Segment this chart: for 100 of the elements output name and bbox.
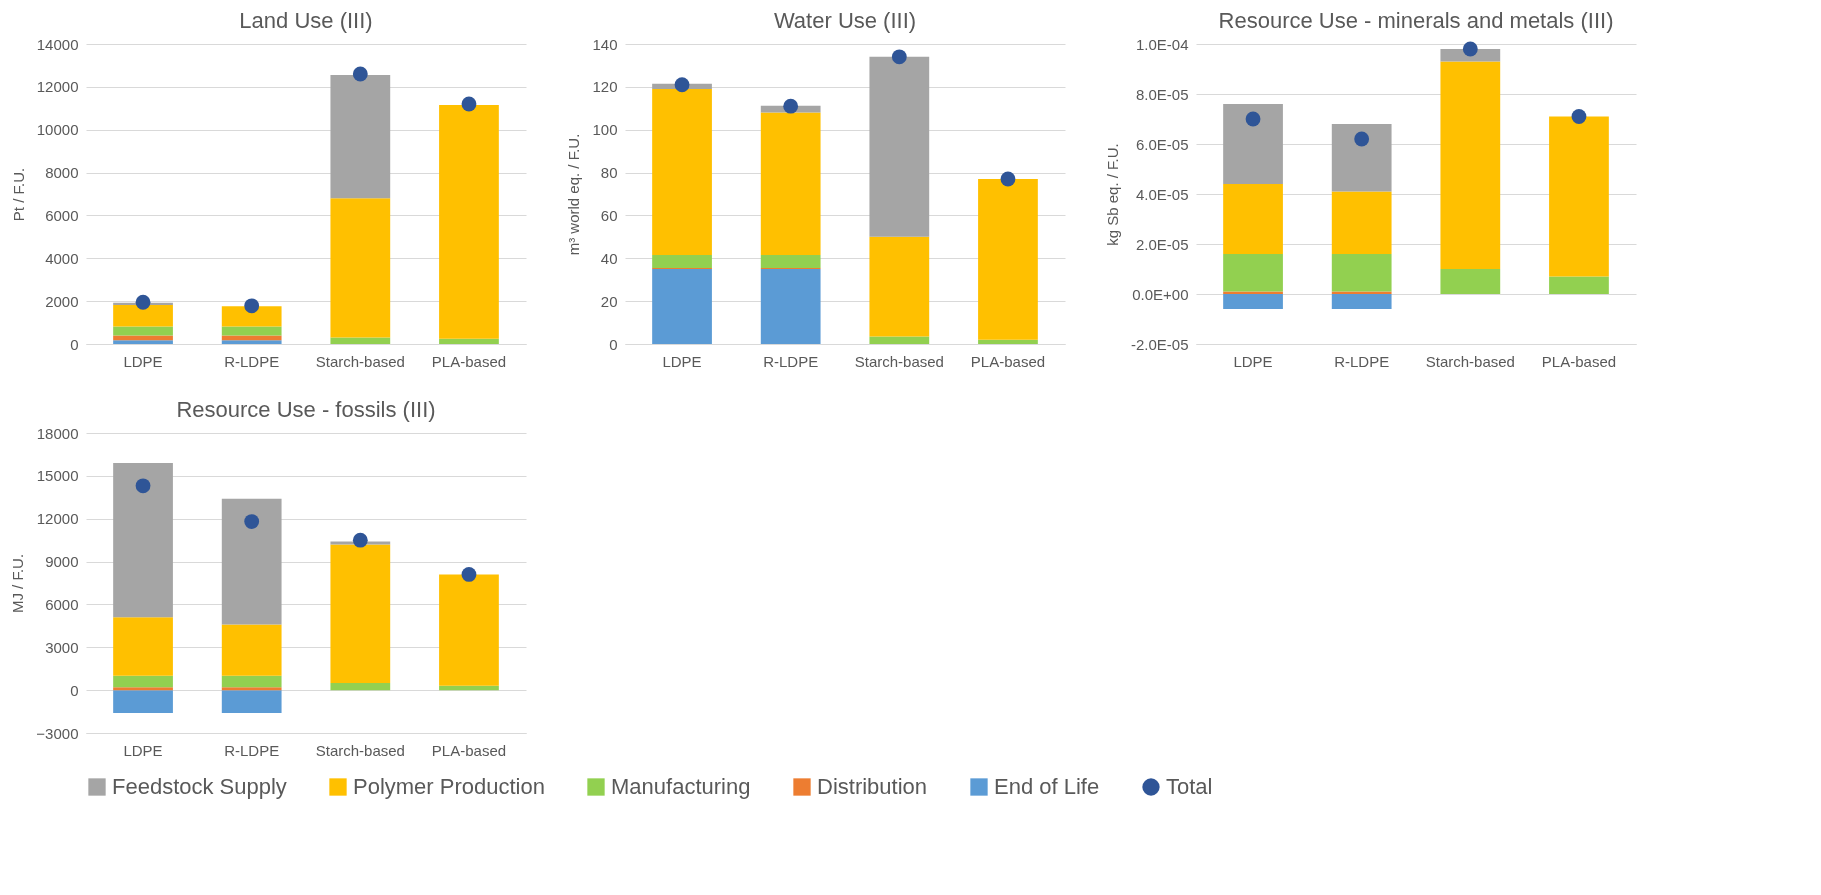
y-tick-label: 0.0E+00	[1132, 285, 1189, 303]
point	[1571, 109, 1587, 124]
x-tick-label: R-LDPE	[1334, 352, 1390, 370]
bar	[113, 687, 173, 691]
y-tick-label: 6.0E-05	[1135, 135, 1189, 153]
bar	[221, 690, 282, 713]
bar	[221, 498, 282, 625]
bar	[1223, 104, 1283, 184]
y-tick-label: 20	[600, 292, 618, 310]
y-tick-label: 18000	[36, 424, 79, 442]
bar	[330, 198, 391, 338]
x-tick-label: LDPE	[123, 741, 163, 759]
bar	[978, 339, 1038, 344]
point	[135, 478, 151, 494]
bar	[113, 690, 173, 713]
bar	[1549, 116, 1609, 277]
bar	[1223, 294, 1283, 309]
y-tick-label: 12000	[36, 78, 79, 96]
point	[674, 77, 690, 93]
y-tick-label: 0	[609, 335, 618, 353]
point	[244, 298, 260, 314]
y-tick-label: 2000	[45, 292, 79, 310]
point	[1354, 131, 1370, 147]
bar	[1331, 191, 1392, 254]
y-tick-label: 12000	[36, 510, 79, 528]
chart-title: Land Use (III)	[239, 8, 373, 33]
bar	[869, 236, 930, 337]
bar	[869, 56, 930, 237]
x-tick-label: PLA-based	[970, 352, 1046, 370]
bar	[760, 255, 821, 268]
y-tick-label: 15000	[36, 467, 79, 485]
y-tick-label: 4.0E-05	[1135, 185, 1189, 203]
point	[1462, 41, 1478, 57]
bar	[113, 463, 173, 618]
x-tick-label: PLA-based	[1541, 352, 1617, 370]
y-tick-label: 8.0E-05	[1135, 85, 1189, 103]
x-tick-label: Starch-based	[315, 352, 405, 370]
y-tick-label: −3000	[36, 724, 79, 742]
point	[783, 98, 799, 114]
bar	[1331, 124, 1392, 192]
bar	[1440, 61, 1501, 269]
bar	[439, 338, 499, 344]
bar	[113, 326, 173, 336]
y-tick-label: 140	[592, 35, 618, 53]
bar	[221, 335, 282, 341]
point	[1000, 171, 1016, 187]
point	[352, 66, 368, 82]
y-tick-label: 10000	[36, 121, 79, 139]
bar	[221, 340, 282, 344]
legend-label: Total	[1166, 774, 1213, 799]
y-tick-label: 14000	[36, 35, 79, 53]
bar	[113, 305, 173, 327]
bar	[439, 105, 499, 339]
legend-label: Manufacturing	[611, 774, 751, 799]
bar	[221, 624, 282, 676]
y-tick-label: 6000	[45, 206, 79, 224]
point	[244, 514, 260, 529]
y-tick-label: 60	[600, 206, 618, 224]
x-tick-label: Starch-based	[315, 741, 405, 759]
y-axis-title: Pt / F.U.	[9, 167, 27, 222]
bar	[652, 269, 712, 344]
bar	[1223, 184, 1283, 254]
bar	[330, 544, 391, 683]
bar	[113, 675, 173, 688]
point	[352, 532, 368, 548]
y-tick-label: 40	[600, 249, 618, 267]
bar	[221, 326, 282, 336]
bar	[978, 179, 1038, 340]
y-tick-label: 8000	[45, 164, 79, 182]
y-tick-label: 6000	[45, 595, 79, 613]
legend-label: Feedstock Supply	[112, 774, 287, 799]
point	[135, 294, 151, 310]
x-tick-label: PLA-based	[431, 741, 507, 759]
x-tick-label: Starch-based	[854, 352, 944, 370]
y-axis-title: kg Sb eq. / F.U.	[1103, 143, 1121, 246]
y-tick-label: 0	[70, 335, 79, 353]
bar	[1331, 294, 1392, 309]
point	[461, 567, 477, 582]
x-tick-label: R-LDPE	[224, 741, 280, 759]
y-axis-title: m³ world eq. / F.U.	[565, 133, 583, 256]
bar	[221, 687, 282, 691]
legend-label: Distribution	[817, 774, 928, 799]
bar	[1549, 276, 1609, 294]
y-tick-label: 2.0E-05	[1135, 235, 1189, 253]
bar	[439, 685, 499, 691]
bar	[1331, 254, 1392, 292]
x-tick-label: Starch-based	[1425, 352, 1515, 370]
y-tick-label: 3000	[45, 638, 79, 656]
x-tick-label: LDPE	[1233, 352, 1273, 370]
x-tick-label: PLA-based	[431, 352, 507, 370]
y-tick-label: 100	[592, 121, 618, 139]
x-tick-label: R-LDPE	[763, 352, 819, 370]
bar	[221, 306, 282, 327]
chart-title: Resource Use - minerals and metals (III)	[1218, 8, 1614, 33]
y-tick-label: 1.0E-04	[1135, 35, 1189, 53]
x-tick-label: LDPE	[123, 352, 163, 370]
point	[891, 49, 907, 65]
y-axis-title: MJ / F.U.	[9, 553, 27, 614]
bar	[1223, 254, 1283, 292]
y-tick-label: -2.0E-05	[1130, 335, 1189, 353]
